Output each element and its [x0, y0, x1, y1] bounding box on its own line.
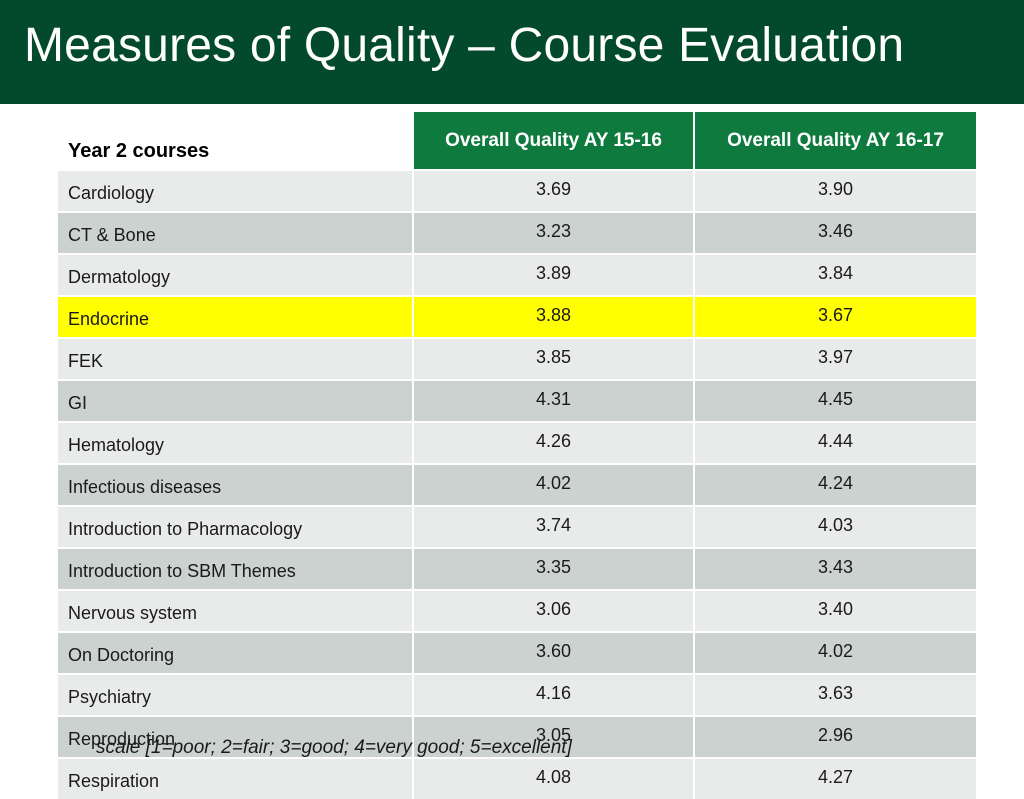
header-ay-16-17: Overall Quality AY 16-17 [693, 112, 976, 170]
ay-15-16-value-cell: 3.69 [412, 169, 694, 212]
ay-15-16-value-cell: 3.60 [412, 631, 694, 674]
course-name-cell: Nervous system [58, 589, 413, 632]
ay-15-16-value-cell: 3.05 [412, 715, 694, 758]
scale-note: scale [1=poor; 2=fair; 3=good; 4=very go… [96, 737, 572, 758]
course-name-cell: CT & Bone [58, 211, 413, 254]
table-row: CT & Bone 3.23 3.46 [58, 211, 976, 254]
ay-16-17-value-cell: 4.02 [693, 631, 976, 674]
course-name-cell: Respiration [58, 757, 413, 799]
table-row: Nervous system 3.06 3.40 [58, 589, 976, 632]
ay-15-16-value-cell: 3.85 [412, 337, 694, 380]
table-row: Cardiology 3.69 3.90 [58, 169, 976, 212]
table-row: Hematology 4.26 4.44 [58, 421, 976, 464]
course-name-cell: GI [58, 379, 413, 422]
table-row: GI 4.31 4.45 [58, 379, 976, 422]
ay-16-17-value-cell: 3.67 [693, 295, 976, 338]
table-row: On Doctoring 3.60 4.02 [58, 631, 976, 674]
course-name-cell: Reproduction [58, 715, 413, 758]
ay-16-17-value-cell: 4.27 [693, 757, 976, 799]
ay-15-16-value-cell: 3.35 [412, 547, 694, 590]
ay-15-16-value-cell: 3.23 [412, 211, 694, 254]
table-row: Infectious diseases 4.02 4.24 [58, 463, 976, 506]
course-evaluation-table: Year 2 courses Overall Quality AY 15-16 … [58, 112, 976, 799]
course-name-cell: On Doctoring [58, 631, 413, 674]
course-name-cell: Introduction to SBM Themes [58, 547, 413, 590]
course-name-cell: Hematology [58, 421, 413, 464]
ay-15-16-value-cell: 3.74 [412, 505, 694, 548]
table-header-row: Year 2 courses Overall Quality AY 15-16 … [58, 112, 976, 170]
ay-16-17-value-cell: 3.46 [693, 211, 976, 254]
course-name-cell: Endocrine [58, 295, 413, 338]
ay-16-17-value-cell: 3.97 [693, 337, 976, 380]
ay-15-16-value-cell: 3.89 [412, 253, 694, 296]
slide-title: Measures of Quality – Course Evaluation [24, 19, 905, 72]
ay-16-17-value-cell: 3.90 [693, 169, 976, 212]
table-row: FEK 3.85 3.97 [58, 337, 976, 380]
ay-15-16-value-cell: 4.26 [412, 421, 694, 464]
course-name-cell: Psychiatry [58, 673, 413, 716]
ay-16-17-value-cell: 4.45 [693, 379, 976, 422]
course-name-cell: Infectious diseases [58, 463, 413, 506]
header-ay-15-16: Overall Quality AY 15-16 [412, 112, 694, 170]
table-row: Introduction to SBM Themes 3.35 3.43 [58, 547, 976, 590]
ay-15-16-value-cell: 4.31 [412, 379, 694, 422]
ay-16-17-value-cell: 4.03 [693, 505, 976, 548]
table-row: Respiration 4.08 4.27 [58, 757, 976, 799]
ay-16-17-value-cell: 2.96 [693, 715, 976, 758]
course-name-cell: Cardiology [58, 169, 413, 212]
course-name-cell: Dermatology [58, 253, 413, 296]
table-row: Reproduction 3.05 2.96 [58, 715, 976, 758]
ay-16-17-value-cell: 3.43 [693, 547, 976, 590]
ay-15-16-value-cell: 4.02 [412, 463, 694, 506]
table-row-highlighted: Endocrine 3.88 3.67 [58, 295, 976, 338]
ay-16-17-value-cell: 3.40 [693, 589, 976, 632]
title-bar: Measures of Quality – Course Evaluation [0, 0, 1024, 104]
ay-16-17-value-cell: 3.84 [693, 253, 976, 296]
course-name-cell: FEK [58, 337, 413, 380]
table-row: Introduction to Pharmacology 3.74 4.03 [58, 505, 976, 548]
ay-15-16-value-cell: 4.08 [412, 757, 694, 799]
ay-15-16-value-cell: 4.16 [412, 673, 694, 716]
ay-16-17-value-cell: 4.24 [693, 463, 976, 506]
ay-15-16-value-cell: 3.88 [412, 295, 694, 338]
ay-15-16-value-cell: 3.06 [412, 589, 694, 632]
table-row: Dermatology 3.89 3.84 [58, 253, 976, 296]
ay-16-17-value-cell: 3.63 [693, 673, 976, 716]
ay-16-17-value-cell: 4.44 [693, 421, 976, 464]
header-courses: Year 2 courses [58, 112, 413, 170]
course-name-cell: Introduction to Pharmacology [58, 505, 413, 548]
table-row: Psychiatry 4.16 3.63 [58, 673, 976, 716]
